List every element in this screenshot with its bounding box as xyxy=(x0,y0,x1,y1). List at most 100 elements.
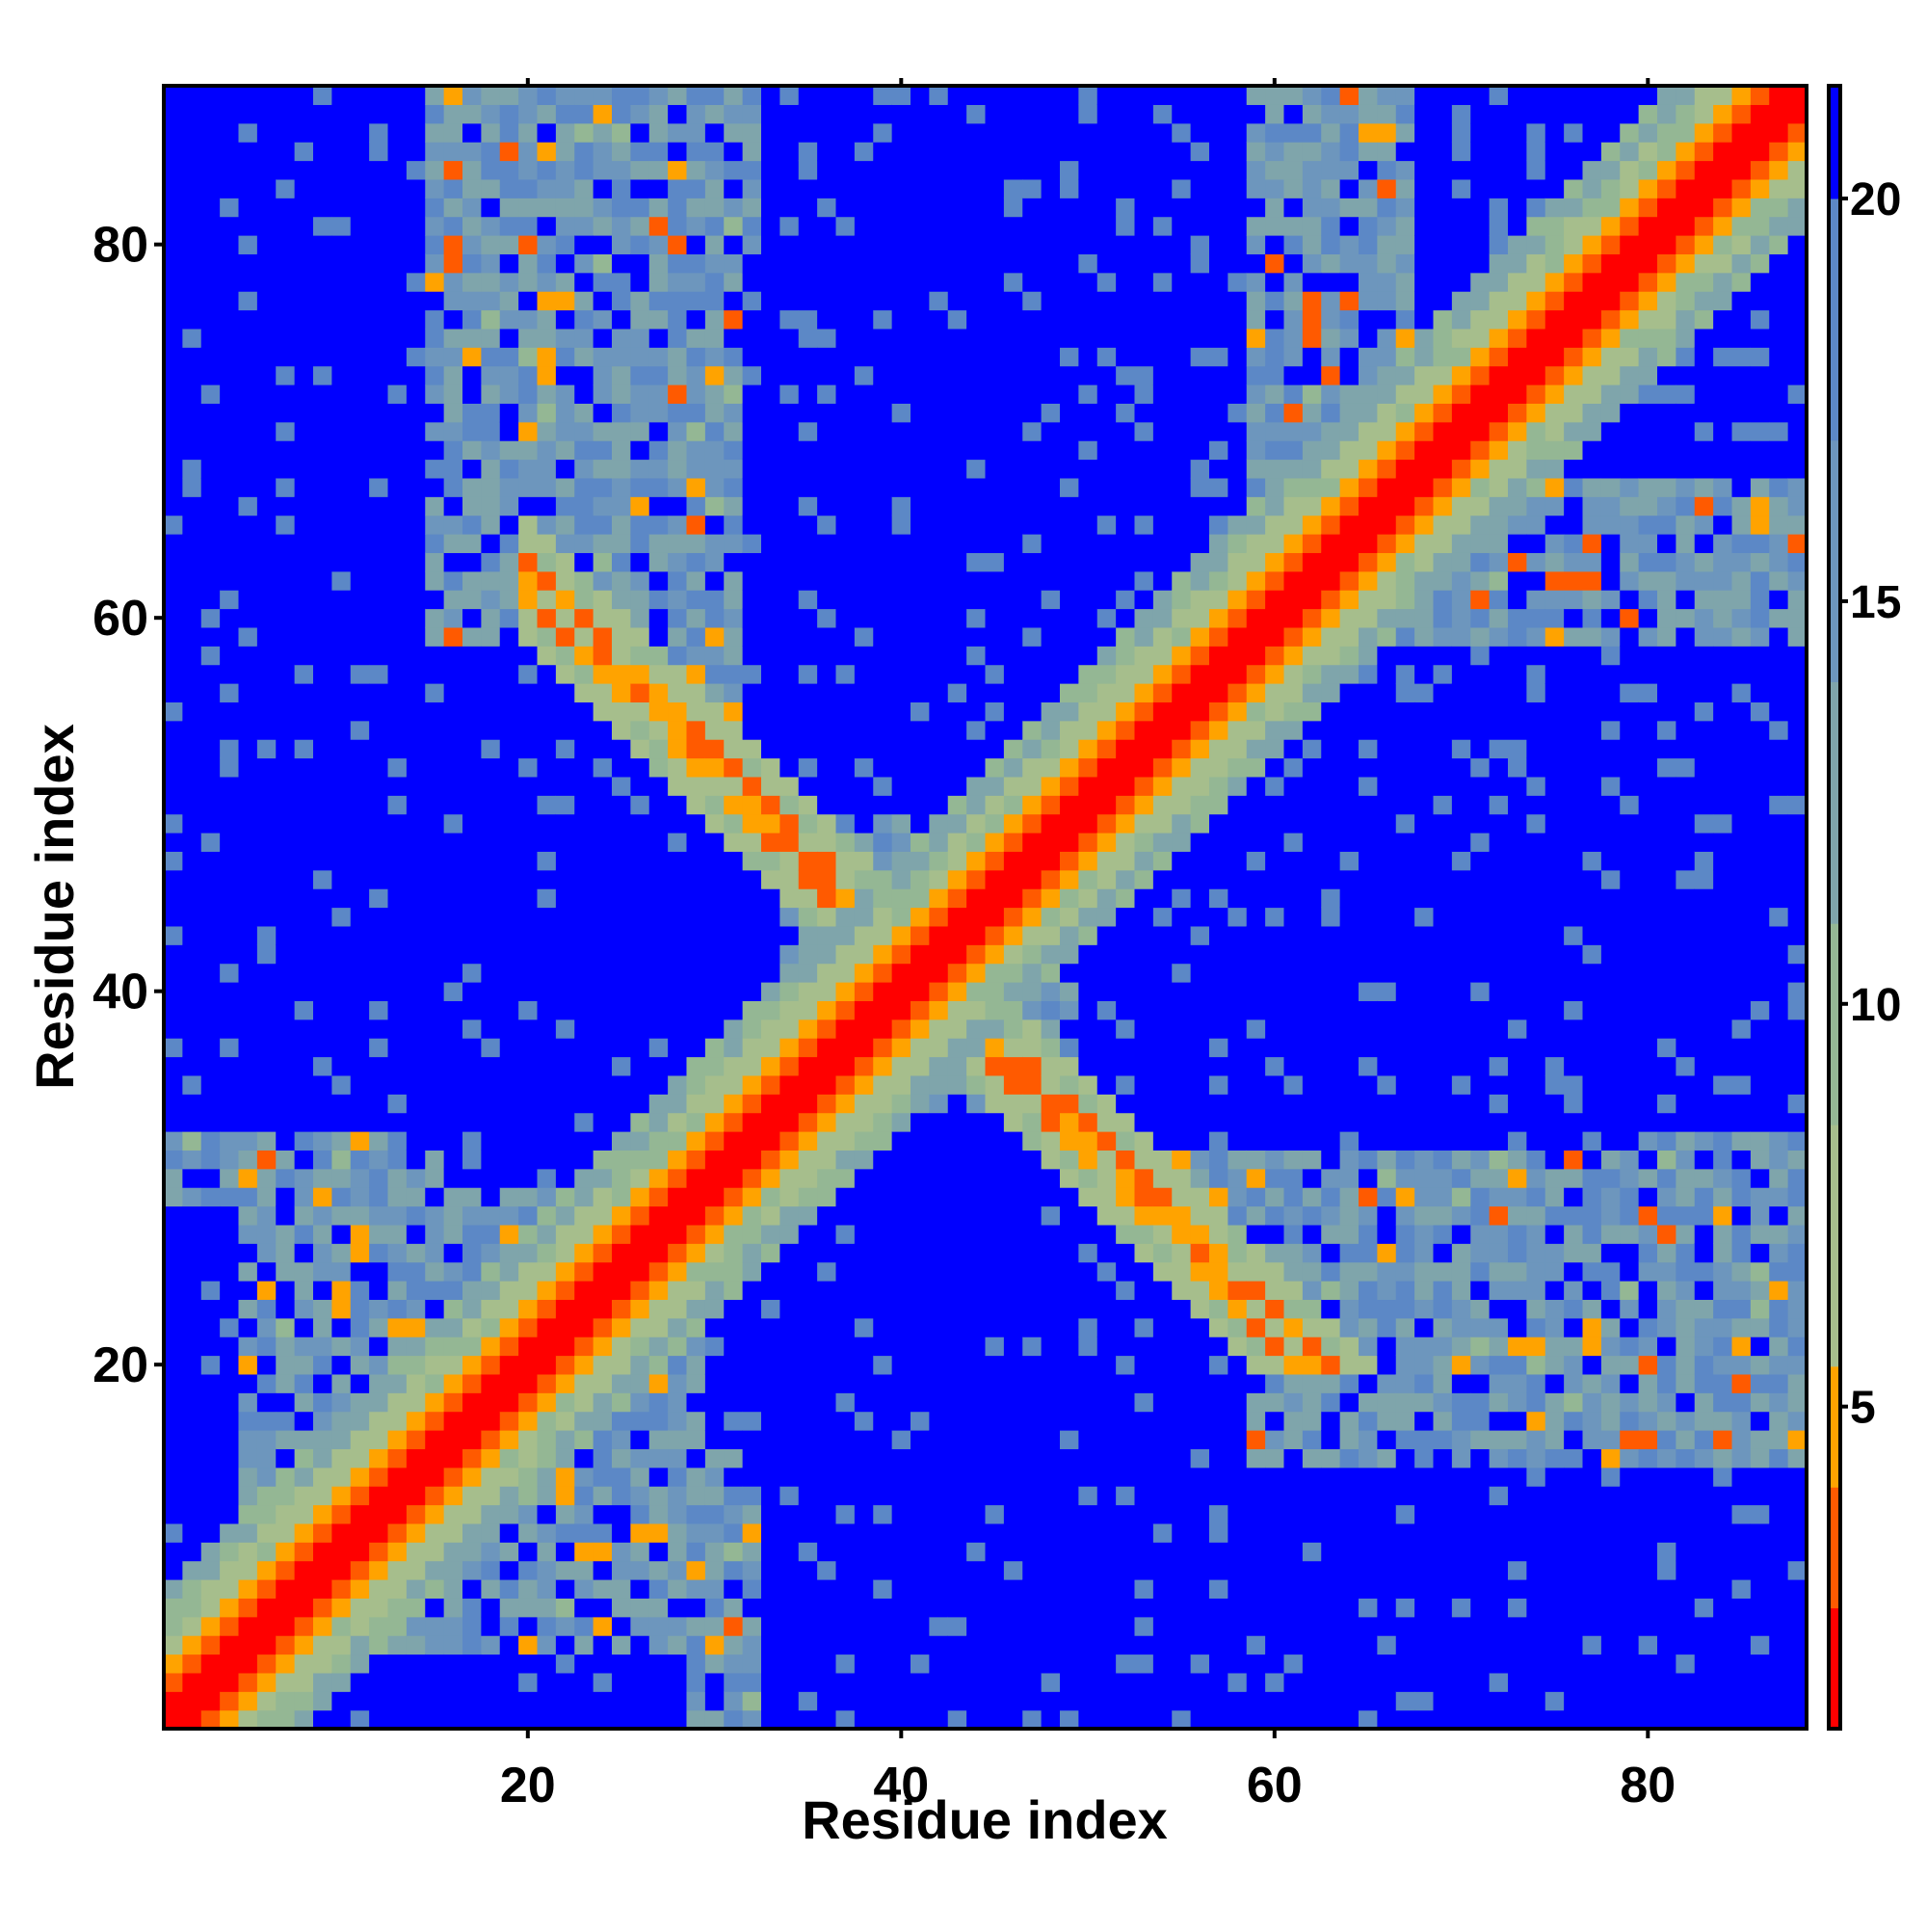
heatmap-cell xyxy=(350,216,370,236)
heatmap-cell xyxy=(742,309,762,330)
heatmap-cell xyxy=(798,496,818,516)
heatmap-cell xyxy=(798,1112,818,1132)
heatmap-cell xyxy=(854,1691,874,1711)
heatmap-cell xyxy=(1190,925,1210,945)
heatmap-cell xyxy=(1134,496,1154,516)
heatmap-cell xyxy=(668,720,688,740)
heatmap-cell xyxy=(1041,421,1061,441)
heatmap-cell xyxy=(1172,216,1192,236)
heatmap-cell xyxy=(985,291,1005,311)
heatmap-cell xyxy=(929,851,949,871)
heatmap-cell xyxy=(406,384,426,404)
heatmap-cell xyxy=(1060,1112,1079,1132)
heatmap-cell xyxy=(630,851,650,871)
heatmap-cell xyxy=(1060,1672,1079,1692)
heatmap-cell xyxy=(1041,403,1061,423)
heatmap-cell xyxy=(574,440,594,461)
heatmap-cell xyxy=(200,86,221,105)
heatmap-cell xyxy=(779,1672,800,1692)
heatmap-cell xyxy=(966,851,987,871)
heatmap-cell xyxy=(947,1074,967,1095)
heatmap-cell xyxy=(761,1579,780,1599)
heatmap-cell xyxy=(911,1337,930,1357)
heatmap-cell xyxy=(1003,626,1023,647)
heatmap-cell xyxy=(1003,86,1023,105)
heatmap-cell xyxy=(1116,757,1136,778)
heatmap-cell xyxy=(761,272,780,292)
heatmap-cell xyxy=(911,776,930,796)
heatmap-cell xyxy=(1096,365,1117,385)
heatmap-cell xyxy=(1096,459,1117,479)
heatmap-cell xyxy=(369,1560,389,1580)
heatmap-cell xyxy=(1096,1094,1117,1114)
heatmap-cell xyxy=(518,776,539,796)
heatmap-cell xyxy=(555,888,575,909)
heatmap-cell xyxy=(668,1486,688,1506)
heatmap-cell xyxy=(256,1168,277,1188)
heatmap-cell xyxy=(593,1337,613,1357)
heatmap-cell xyxy=(1116,235,1136,254)
heatmap-cell xyxy=(835,1094,856,1114)
heatmap-cell xyxy=(1060,272,1079,292)
heatmap-cell xyxy=(817,1074,837,1095)
heatmap-cell xyxy=(499,291,519,311)
heatmap-cell xyxy=(1134,1224,1154,1244)
heatmap-cell xyxy=(294,1542,314,1562)
heatmap-cell xyxy=(742,1168,762,1188)
heatmap-cell xyxy=(966,982,987,1001)
heatmap-cell xyxy=(704,1168,725,1188)
heatmap-cell xyxy=(593,1150,613,1170)
heatmap-cell xyxy=(612,1317,631,1337)
heatmap-cell xyxy=(966,795,987,815)
heatmap-cell xyxy=(481,1000,501,1020)
heatmap-cell xyxy=(929,104,949,124)
heatmap-cell xyxy=(873,272,893,292)
heatmap-cell xyxy=(443,104,463,124)
heatmap-cell xyxy=(724,309,744,330)
heatmap-cell xyxy=(1060,515,1079,535)
heatmap-cell xyxy=(425,272,445,292)
heatmap-cell xyxy=(164,1074,183,1095)
heatmap-cell xyxy=(798,421,818,441)
heatmap-cell xyxy=(1172,421,1192,441)
heatmap-cell xyxy=(779,272,800,292)
heatmap-cell xyxy=(873,1579,893,1599)
heatmap-cell xyxy=(1116,1392,1136,1413)
heatmap-cell xyxy=(779,1598,800,1618)
heatmap-cell xyxy=(1041,160,1061,180)
heatmap-cell xyxy=(276,1430,296,1449)
heatmap-cell xyxy=(891,626,911,647)
heatmap-cell xyxy=(686,1672,706,1692)
heatmap-cell xyxy=(182,1430,202,1449)
heatmap-cell xyxy=(1134,365,1154,385)
heatmap-cell xyxy=(648,1038,669,1058)
heatmap-cell xyxy=(406,1094,426,1114)
heatmap-cell xyxy=(779,701,800,722)
heatmap-cell xyxy=(574,328,594,348)
heatmap-cell xyxy=(387,198,408,218)
heatmap-cell xyxy=(425,851,445,871)
heatmap-cell xyxy=(891,1243,911,1263)
heatmap-cell xyxy=(911,1168,930,1188)
heatmap-cell xyxy=(593,925,613,945)
heatmap-cell xyxy=(835,646,856,666)
heatmap-cell xyxy=(443,421,463,441)
heatmap-cell xyxy=(1041,1187,1061,1207)
heatmap-cell xyxy=(1134,590,1154,610)
heatmap-cell xyxy=(313,1709,332,1730)
heatmap-cell xyxy=(724,365,744,385)
heatmap-cell xyxy=(854,1299,874,1319)
heatmap-cell xyxy=(294,347,314,367)
heatmap-cell xyxy=(1096,1187,1117,1207)
heatmap-cell xyxy=(294,1486,314,1506)
heatmap-cell xyxy=(220,851,240,871)
heatmap-cell xyxy=(593,720,613,740)
heatmap-cell xyxy=(369,160,389,180)
heatmap-cell xyxy=(331,1522,352,1543)
heatmap-cell xyxy=(686,1448,706,1469)
heatmap-cell xyxy=(1022,552,1043,572)
heatmap-cell xyxy=(873,944,893,965)
heatmap-cell xyxy=(518,198,539,218)
heatmap-cell xyxy=(462,403,482,423)
heatmap-cell xyxy=(612,1243,631,1263)
